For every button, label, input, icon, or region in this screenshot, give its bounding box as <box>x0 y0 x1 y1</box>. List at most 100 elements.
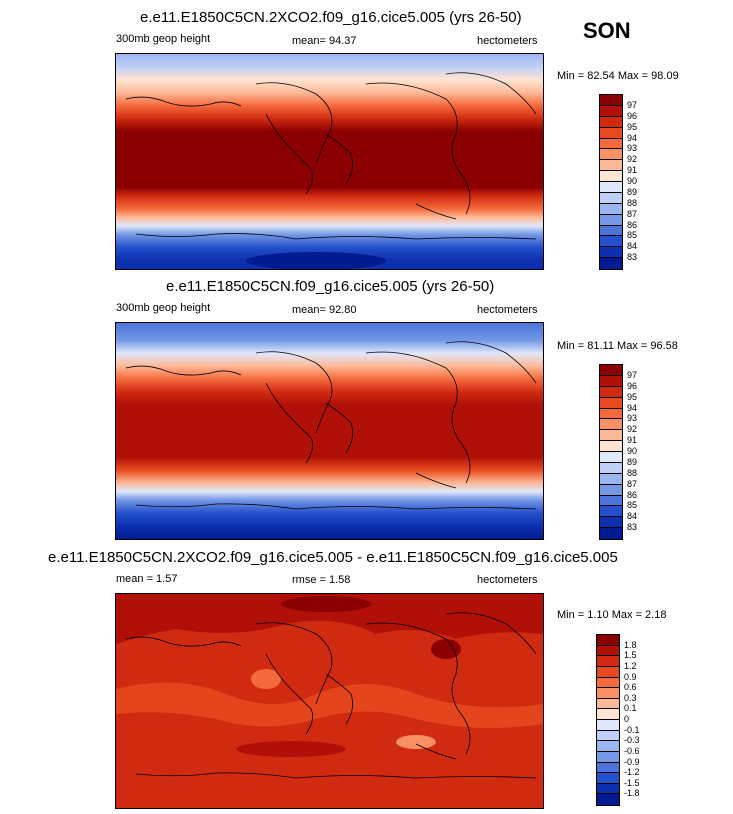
colorbar-tick-label: 85 <box>627 230 638 241</box>
colorbar-swatch <box>600 365 622 376</box>
colorbar-tick-label: 90 <box>627 176 638 186</box>
colorbar-swatch <box>600 95 622 106</box>
panel3-map <box>115 593 544 809</box>
panel3-colorbar <box>596 634 620 806</box>
colorbar-tick-label: 87 <box>627 478 638 489</box>
colorbar-tick-label: 85 <box>627 500 638 511</box>
colorbar-tick-label: 97 <box>627 99 638 110</box>
colorbar-swatch <box>600 441 622 452</box>
colorbar-swatch <box>600 517 622 529</box>
colorbar-tick-label: 92 <box>627 424 638 435</box>
colorbar-swatch <box>600 386 622 398</box>
panel1-mean-label: mean= 94.37 <box>292 35 357 47</box>
colorbar-tick-label: 83 <box>627 522 638 533</box>
colorbar-tick-label: 1.2 <box>624 660 637 671</box>
panel3-rmse-label: rmse = 1.58 <box>292 574 351 586</box>
colorbar-tick-label: 96 <box>627 110 638 121</box>
colorbar-swatch <box>600 127 622 139</box>
colorbar-swatch <box>600 397 622 409</box>
colorbar-tick-label: 0.9 <box>624 671 637 682</box>
panel2-units-label: hectometers <box>477 304 538 316</box>
colorbar-swatch <box>600 105 622 117</box>
colorbar-swatch <box>600 506 622 518</box>
colorbar-tick-label: 0.6 <box>624 682 637 693</box>
colorbar-tick-label: 88 <box>627 467 638 478</box>
colorbar-tick-label: 90 <box>627 446 638 456</box>
colorbar-swatch <box>600 182 622 193</box>
colorbar-tick-label: -1.5 <box>624 777 640 788</box>
colorbar-tick-label: 1.8 <box>624 639 637 650</box>
colorbar-tick-label: -0.9 <box>624 756 640 767</box>
colorbar-tick-label: 91 <box>627 165 638 176</box>
colorbar-swatch <box>600 462 622 474</box>
colorbar-tick-label: 0.1 <box>624 703 637 714</box>
panel2-map <box>115 322 544 540</box>
colorbar-tick-label: 89 <box>627 456 638 467</box>
colorbar-tick-label: 95 <box>627 121 638 132</box>
colorbar-swatch <box>600 430 622 442</box>
colorbar-swatch <box>600 484 622 496</box>
colorbar-tick-label: 1.5 <box>624 650 637 661</box>
colorbar-swatch <box>597 751 619 763</box>
colorbar-swatch <box>597 645 619 657</box>
colorbar-tick-label: 93 <box>627 413 638 424</box>
colorbar-swatch <box>597 741 619 752</box>
panel3-units-label: hectometers <box>477 574 538 586</box>
panel1-colorbar <box>599 94 623 270</box>
colorbar-swatch <box>597 635 619 646</box>
colorbar-swatch <box>597 656 619 667</box>
panel2-mean-label: mean= 92.80 <box>292 304 357 316</box>
colorbar-swatch <box>600 473 622 485</box>
colorbar-swatch <box>600 236 622 248</box>
colorbar-tick-label: 83 <box>627 252 638 263</box>
colorbar-swatch <box>597 677 619 689</box>
colorbar-tick-label: 84 <box>627 511 638 522</box>
panel3-mean-label: mean = 1.57 <box>116 573 178 585</box>
colorbar-tick-label: 94 <box>627 132 638 143</box>
colorbar-swatch <box>600 528 622 539</box>
colorbar-tick-label: -1.8 <box>624 788 640 799</box>
colorbar-tick-label: 96 <box>627 380 638 391</box>
colorbar-tick-label: 0 <box>624 714 630 724</box>
colorbar-swatch <box>600 419 622 431</box>
colorbar-swatch <box>600 138 622 150</box>
colorbar-tick-label: 93 <box>627 143 638 154</box>
panel1-units-label: hectometers <box>477 35 538 47</box>
colorbar-tick-label: 97 <box>627 369 638 380</box>
colorbar-swatch <box>597 773 619 784</box>
colorbar-tick-label: 89 <box>627 186 638 197</box>
colorbar-swatch <box>600 116 622 128</box>
panel1-map <box>115 53 544 270</box>
colorbar-tick-label: 91 <box>627 435 638 446</box>
colorbar-swatch <box>600 192 622 204</box>
panel3-title: e.e11.E1850C5CN.2XCO2.f09_g16.cice5.005 … <box>48 549 618 566</box>
panel1-antarctic-minimum <box>246 252 386 269</box>
colorbar-swatch <box>597 688 619 699</box>
colorbar-swatch <box>600 495 622 507</box>
colorbar-tick-label: -1.2 <box>624 767 640 778</box>
colorbar-swatch <box>597 730 619 742</box>
colorbar-swatch <box>597 762 619 774</box>
panel2-colorbar <box>599 364 623 540</box>
colorbar-swatch <box>600 452 622 463</box>
colorbar-tick-label: -0.1 <box>624 724 640 735</box>
colorbar-swatch <box>600 203 622 215</box>
colorbar-tick-label: 92 <box>627 154 638 165</box>
panel2-title: e.e11.E1850C5CN.f09_g16.cice5.005 (yrs 2… <box>166 278 495 295</box>
panel1-left-label: 300mb geop height <box>116 33 211 45</box>
colorbar-swatch <box>600 160 622 172</box>
colorbar-swatch <box>600 247 622 259</box>
colorbar-tick-label: 94 <box>627 402 638 413</box>
colorbar-swatch <box>600 171 622 182</box>
panel2-minmax: Min = 81.11 Max = 96.58 <box>557 340 678 352</box>
colorbar-swatch <box>600 375 622 387</box>
colorbar-tick-label: 87 <box>627 208 638 219</box>
panel2-left-label: 300mb geop height <box>116 302 211 314</box>
colorbar-tick-label: -0.3 <box>624 735 640 746</box>
colorbar-tick-label: 95 <box>627 391 638 402</box>
colorbar-swatch <box>597 794 619 805</box>
colorbar-swatch <box>600 408 622 420</box>
colorbar-swatch <box>597 698 619 710</box>
colorbar-tick-label: 86 <box>627 489 638 500</box>
colorbar-swatch <box>597 666 619 678</box>
